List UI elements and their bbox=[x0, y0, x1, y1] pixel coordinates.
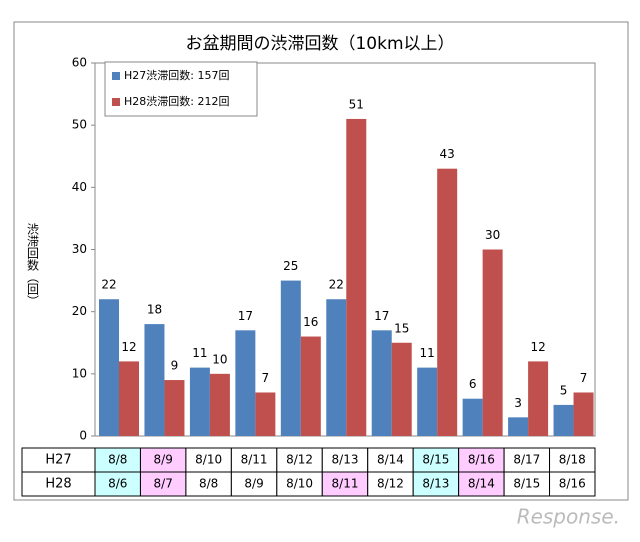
data-label: 22 bbox=[101, 278, 116, 292]
y-tick-label: 30 bbox=[72, 242, 87, 256]
data-label: 15 bbox=[394, 321, 409, 335]
data-label: 5 bbox=[560, 383, 568, 397]
data-label: 30 bbox=[485, 228, 500, 242]
table-cell-text: 8/8 bbox=[108, 453, 127, 467]
table-cell bbox=[139, 471, 187, 497]
data-label: 17 bbox=[374, 309, 389, 323]
legend-label: H27渋滞回数: 157回 bbox=[124, 69, 229, 82]
table-cell-text: 8/11 bbox=[241, 453, 268, 467]
table-cell bbox=[412, 447, 460, 473]
y-tick-label: 20 bbox=[72, 304, 87, 318]
legend-swatch bbox=[112, 98, 120, 106]
bar bbox=[482, 249, 503, 436]
data-label: 6 bbox=[469, 377, 477, 391]
y-tick-label: 0 bbox=[79, 429, 87, 443]
table-cell-text: 8/9 bbox=[244, 477, 263, 491]
watermark: Response. bbox=[517, 505, 620, 529]
table-cell-text: 8/12 bbox=[377, 477, 404, 491]
data-label: 25 bbox=[283, 259, 298, 273]
chart-title: お盆期間の渋滞回数（10km以上） bbox=[185, 34, 454, 54]
bar bbox=[417, 367, 438, 436]
bar bbox=[119, 361, 139, 436]
data-label: 7 bbox=[580, 371, 588, 385]
bar bbox=[508, 417, 529, 436]
table-cell-text: 8/14 bbox=[377, 453, 404, 467]
y-tick-label: 40 bbox=[72, 180, 87, 194]
data-label: 43 bbox=[440, 147, 455, 161]
data-label: 10 bbox=[212, 352, 227, 366]
table-cell-text: 8/10 bbox=[286, 477, 313, 491]
data-label: 22 bbox=[329, 278, 344, 292]
bar bbox=[144, 324, 165, 436]
table-cell-text: 8/14 bbox=[468, 477, 495, 491]
data-label: 3 bbox=[514, 396, 522, 410]
table-row-label: H28 bbox=[45, 477, 71, 492]
table-cell bbox=[21, 447, 96, 473]
table-cell-text: 8/12 bbox=[286, 453, 313, 467]
table-cell-text: 8/11 bbox=[332, 477, 359, 491]
data-label: 11 bbox=[192, 346, 207, 360]
table-cell-text: 8/9 bbox=[154, 453, 173, 467]
legend-label: H28渋滞回数: 212回 bbox=[124, 95, 229, 108]
legend-box bbox=[104, 61, 258, 117]
bar bbox=[371, 330, 392, 436]
table-cell bbox=[185, 471, 232, 497]
y-tick-label: 50 bbox=[72, 118, 87, 132]
table-cell-text: 8/7 bbox=[154, 477, 173, 491]
table-cell-text: 8/6 bbox=[108, 477, 127, 491]
table-cell bbox=[503, 447, 551, 473]
legend-swatch bbox=[112, 72, 120, 80]
data-label: 9 bbox=[171, 359, 179, 373]
table-cell-text: 8/8 bbox=[199, 477, 218, 491]
bar bbox=[99, 299, 119, 436]
bar bbox=[300, 336, 321, 436]
y-tick-label: 10 bbox=[72, 366, 87, 380]
bar bbox=[209, 373, 230, 436]
table-row-label: H27 bbox=[45, 453, 71, 468]
table-cell bbox=[139, 447, 187, 473]
table-cell-text: 8/18 bbox=[559, 453, 586, 467]
data-label: 11 bbox=[420, 346, 435, 360]
table-cell-text: 8/13 bbox=[422, 477, 449, 491]
table-cell-text: 8/17 bbox=[513, 453, 540, 467]
bar bbox=[553, 404, 574, 436]
bar bbox=[255, 392, 276, 436]
table-cell-text: 8/15 bbox=[422, 453, 449, 467]
table-cell bbox=[321, 447, 369, 473]
data-label: 12 bbox=[530, 340, 545, 354]
table-cell-text: 8/10 bbox=[195, 453, 222, 467]
table-cell bbox=[549, 471, 596, 497]
table-cell-text: 8/13 bbox=[332, 453, 359, 467]
table-cell-text: 8/16 bbox=[468, 453, 495, 467]
bar bbox=[528, 361, 549, 436]
table-cell bbox=[549, 447, 596, 473]
bar bbox=[346, 118, 367, 436]
bar bbox=[189, 367, 210, 436]
data-label: 7 bbox=[262, 371, 270, 385]
bar bbox=[391, 342, 412, 436]
bar bbox=[437, 168, 458, 436]
table-cell bbox=[412, 471, 460, 497]
data-label: 17 bbox=[238, 309, 253, 323]
bar bbox=[280, 280, 301, 436]
y-axis-label: 渋滞回数（回） bbox=[26, 223, 40, 307]
data-label: 16 bbox=[303, 315, 318, 329]
bar bbox=[235, 330, 256, 436]
y-tick-label: 60 bbox=[72, 56, 87, 70]
bar bbox=[326, 299, 347, 436]
bar bbox=[462, 398, 483, 436]
table-cell-text: 8/16 bbox=[559, 477, 586, 491]
data-label: 18 bbox=[147, 303, 162, 317]
bar bbox=[164, 380, 185, 436]
table-cell bbox=[367, 447, 414, 473]
table-cell bbox=[458, 471, 505, 497]
data-label: 51 bbox=[349, 97, 364, 111]
table-cell-text: 8/15 bbox=[513, 477, 540, 491]
table-cell bbox=[321, 471, 369, 497]
table-cell bbox=[276, 471, 323, 497]
data-label: 12 bbox=[121, 340, 136, 354]
bar bbox=[573, 392, 594, 436]
